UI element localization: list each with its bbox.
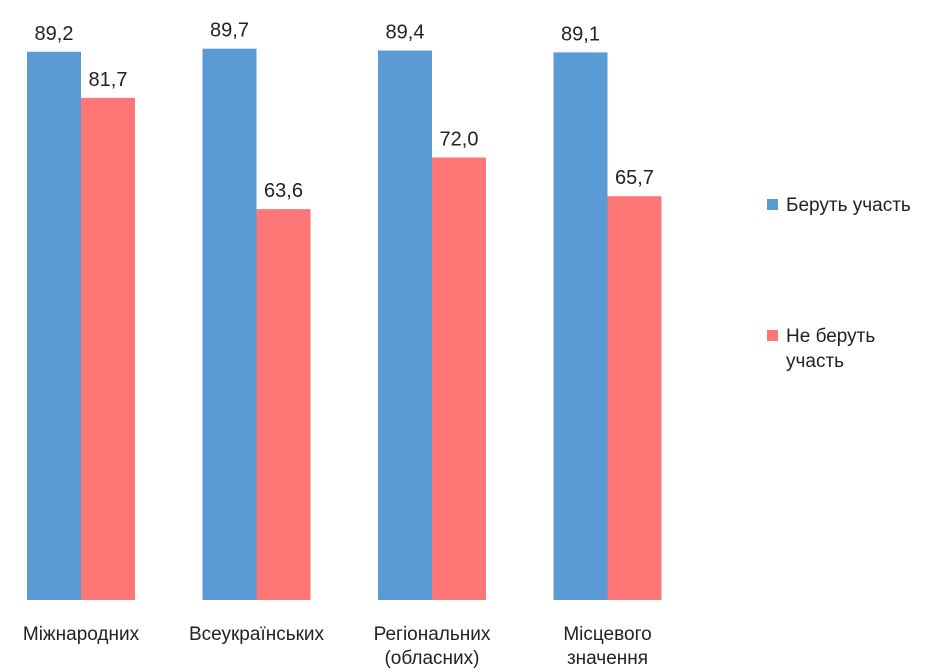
category-label-2: Всеукраїнських bbox=[189, 624, 325, 645]
category-label-3-line1: Регіональних bbox=[374, 624, 491, 645]
bar-series1-cat2 bbox=[202, 48, 257, 601]
category-label-3-line2: (обласних) bbox=[384, 648, 479, 668]
data-label-series2-cat4: 65,7 bbox=[615, 167, 654, 189]
category-label-1: Міжнародних bbox=[23, 624, 140, 645]
category-label-4-line2: значення bbox=[567, 648, 648, 668]
data-label-series1-cat1: 89,2 bbox=[35, 23, 74, 45]
data-label-series2-cat2: 63,6 bbox=[264, 180, 303, 202]
legend-swatch-1 bbox=[767, 199, 778, 210]
bar-series2-cat4 bbox=[607, 196, 662, 600]
bar-series2-cat2 bbox=[256, 209, 311, 601]
data-label-series2-cat1: 81,7 bbox=[89, 69, 128, 91]
plot-area: 89,2 81,7 Міжнародних 89,7 63,6 Всеукраїнськи… bbox=[23, 20, 662, 668]
legend-label-1: Беруть участь bbox=[786, 195, 911, 216]
category-label-4-line1: Місцевого bbox=[563, 624, 651, 645]
bar-series2-cat3 bbox=[432, 157, 486, 600]
legend-label-2-line1: Не беруть bbox=[786, 326, 875, 347]
data-label-series2-cat3: 72,0 bbox=[440, 128, 479, 150]
data-label-series1-cat4: 89,1 bbox=[561, 23, 600, 45]
data-label-series1-cat3: 89,4 bbox=[386, 22, 425, 44]
legend-swatch-2 bbox=[767, 330, 778, 341]
legend-label-2-line2: участь bbox=[786, 351, 844, 372]
legend: Беруть участь Не беруть участь bbox=[767, 195, 911, 372]
bar-series1-cat3 bbox=[378, 50, 432, 600]
bar-series1-cat1 bbox=[27, 51, 81, 601]
bar-series1-cat4 bbox=[553, 52, 608, 600]
data-label-series1-cat2: 89,7 bbox=[210, 20, 249, 42]
bar-series2-cat1 bbox=[81, 97, 135, 601]
